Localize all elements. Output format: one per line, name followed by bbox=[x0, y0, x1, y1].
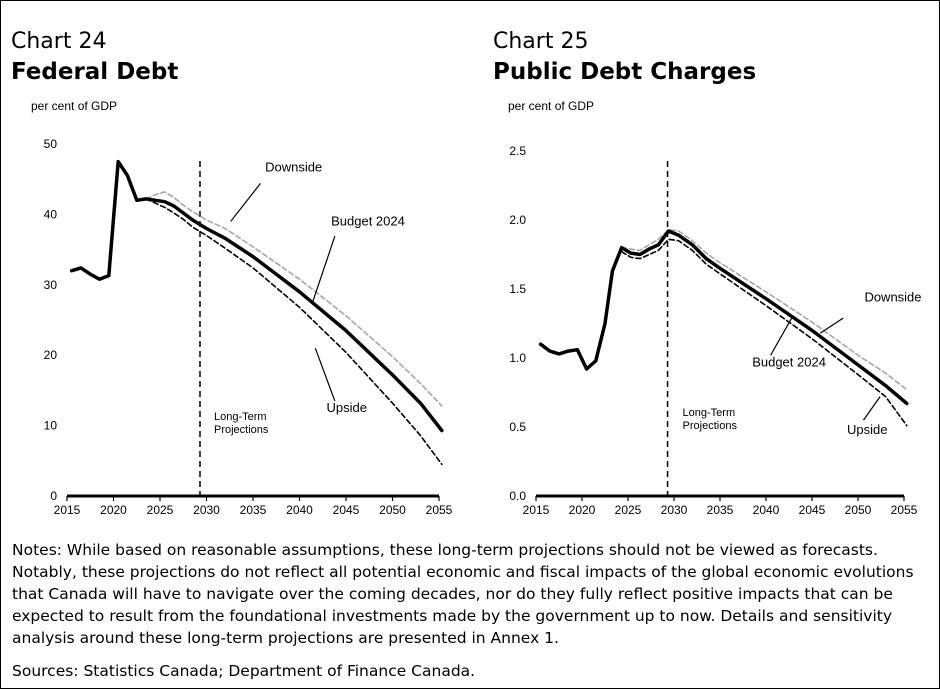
chart-25-plot: 0.0 0.5 1.0 1.5 2.0 2.5 2015 2020 2025 2030 2035 20… bbox=[509, 144, 921, 517]
chart-24-y-unit: per cent of GDP bbox=[31, 99, 118, 113]
chart-25-number: Chart 25 bbox=[493, 29, 589, 54]
chart-24-title: Federal Debt bbox=[11, 59, 179, 85]
x-tick-label: 2055 bbox=[426, 503, 453, 517]
annotation-leader-line bbox=[770, 317, 793, 356]
y-tick-label: 40 bbox=[44, 207, 58, 221]
x-tick-label: 2040 bbox=[753, 503, 780, 517]
x-tick-label: 2050 bbox=[845, 503, 872, 517]
downside-annotation: Downside bbox=[864, 289, 921, 304]
x-tick-label: 2030 bbox=[661, 503, 688, 517]
y-tick-label: 10 bbox=[44, 419, 58, 433]
budget-2024-series-line bbox=[538, 229, 909, 406]
downside-series-line bbox=[145, 191, 443, 407]
notes-text: Notes: While based on reasonable assumpt… bbox=[12, 541, 914, 647]
y-tick-label: 1.0 bbox=[509, 351, 526, 365]
x-tick-label: 2030 bbox=[193, 503, 220, 517]
y-tick-label: 0 bbox=[50, 489, 57, 503]
budget-2024-annotation: Budget 2024 bbox=[752, 354, 826, 369]
x-tick-label: 2050 bbox=[379, 503, 406, 517]
projection-label: Long-Term Projections bbox=[214, 411, 269, 436]
x-tick-label: 2015 bbox=[54, 503, 81, 517]
upside-series-line bbox=[145, 198, 443, 466]
sources-text: Sources: Statistics Canada; Department o… bbox=[12, 662, 476, 680]
x-tick-label: 2045 bbox=[799, 503, 826, 517]
y-tick-label: 50 bbox=[44, 137, 58, 151]
chart-25-title: Public Debt Charges bbox=[493, 59, 757, 85]
annotation-leader-line bbox=[230, 183, 261, 222]
y-tick-label: 0.5 bbox=[509, 420, 526, 434]
projection-label: Long-Term Projections bbox=[683, 407, 738, 432]
x-tick-label: 2055 bbox=[891, 503, 918, 517]
y-tick-label: 2.0 bbox=[509, 213, 526, 227]
y-tick-label: 1.5 bbox=[509, 282, 526, 296]
x-tick-label: 2035 bbox=[707, 503, 734, 517]
x-tick-label: 2045 bbox=[333, 503, 360, 517]
downside-series-line bbox=[620, 228, 908, 391]
annotation-leader-line bbox=[311, 236, 336, 303]
budget-2024-annotation: Budget 2024 bbox=[331, 214, 405, 229]
chart-24-panel: Chart 24 Federal Debt per cent of GDP 0 1… bbox=[1, 1, 471, 521]
upside-series-line bbox=[620, 238, 908, 427]
x-tick-label: 2025 bbox=[615, 503, 642, 517]
upside-annotation: Upside bbox=[847, 422, 887, 437]
x-tick-label: 2020 bbox=[569, 503, 596, 517]
y-tick-label: 30 bbox=[44, 278, 58, 292]
y-tick-label: 2.5 bbox=[509, 144, 526, 158]
x-tick-label: 2020 bbox=[100, 503, 127, 517]
downside-annotation: Downside bbox=[265, 159, 322, 174]
annotation-leader-line bbox=[863, 396, 881, 421]
y-tick-label: 20 bbox=[44, 348, 58, 362]
chart-25-panel: Chart 25 Public Debt Charges per cent of… bbox=[471, 1, 940, 521]
x-tick-label: 2025 bbox=[147, 503, 174, 517]
upside-annotation: Upside bbox=[326, 400, 366, 415]
annotation-leader-line bbox=[819, 317, 844, 334]
budget-2024-series-line bbox=[69, 159, 444, 433]
x-tick-label: 2035 bbox=[240, 503, 267, 517]
x-tick-label: 2040 bbox=[286, 503, 313, 517]
x-tick-label: 2015 bbox=[523, 503, 550, 517]
chart-24-number: Chart 24 bbox=[11, 29, 107, 54]
annotation-leader-line bbox=[314, 347, 336, 402]
y-tick-label: 0.0 bbox=[509, 489, 526, 503]
chart-25-y-unit: per cent of GDP bbox=[508, 99, 595, 113]
